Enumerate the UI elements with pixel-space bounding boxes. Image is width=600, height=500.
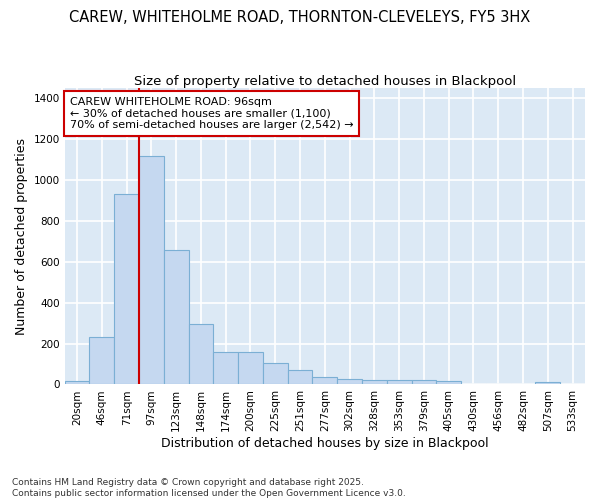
Bar [535,382,560,384]
Bar [313,378,337,384]
Text: Contains HM Land Registry data © Crown copyright and database right 2025.
Contai: Contains HM Land Registry data © Crown c… [12,478,406,498]
Text: CAREW WHITEHOLME ROAD: 96sqm
← 30% of detached houses are smaller (1,100)
70% of: CAREW WHITEHOLME ROAD: 96sqm ← 30% of de… [70,97,353,130]
Bar [188,324,214,384]
Bar [387,380,412,384]
Bar [238,352,263,384]
Title: Size of property relative to detached houses in Blackpool: Size of property relative to detached ho… [134,75,516,88]
Bar [412,380,436,384]
Bar [337,380,362,384]
Bar [65,382,89,384]
Bar [139,156,164,384]
Bar [89,338,114,384]
X-axis label: Distribution of detached houses by size in Blackpool: Distribution of detached houses by size … [161,437,488,450]
Bar [263,363,287,384]
Bar [164,250,188,384]
Bar [214,352,238,384]
Text: CAREW, WHITEHOLME ROAD, THORNTON-CLEVELEYS, FY5 3HX: CAREW, WHITEHOLME ROAD, THORNTON-CLEVELE… [70,10,530,25]
Bar [436,382,461,384]
Bar [114,194,139,384]
Bar [287,370,313,384]
Bar [362,380,387,384]
Y-axis label: Number of detached properties: Number of detached properties [15,138,28,334]
